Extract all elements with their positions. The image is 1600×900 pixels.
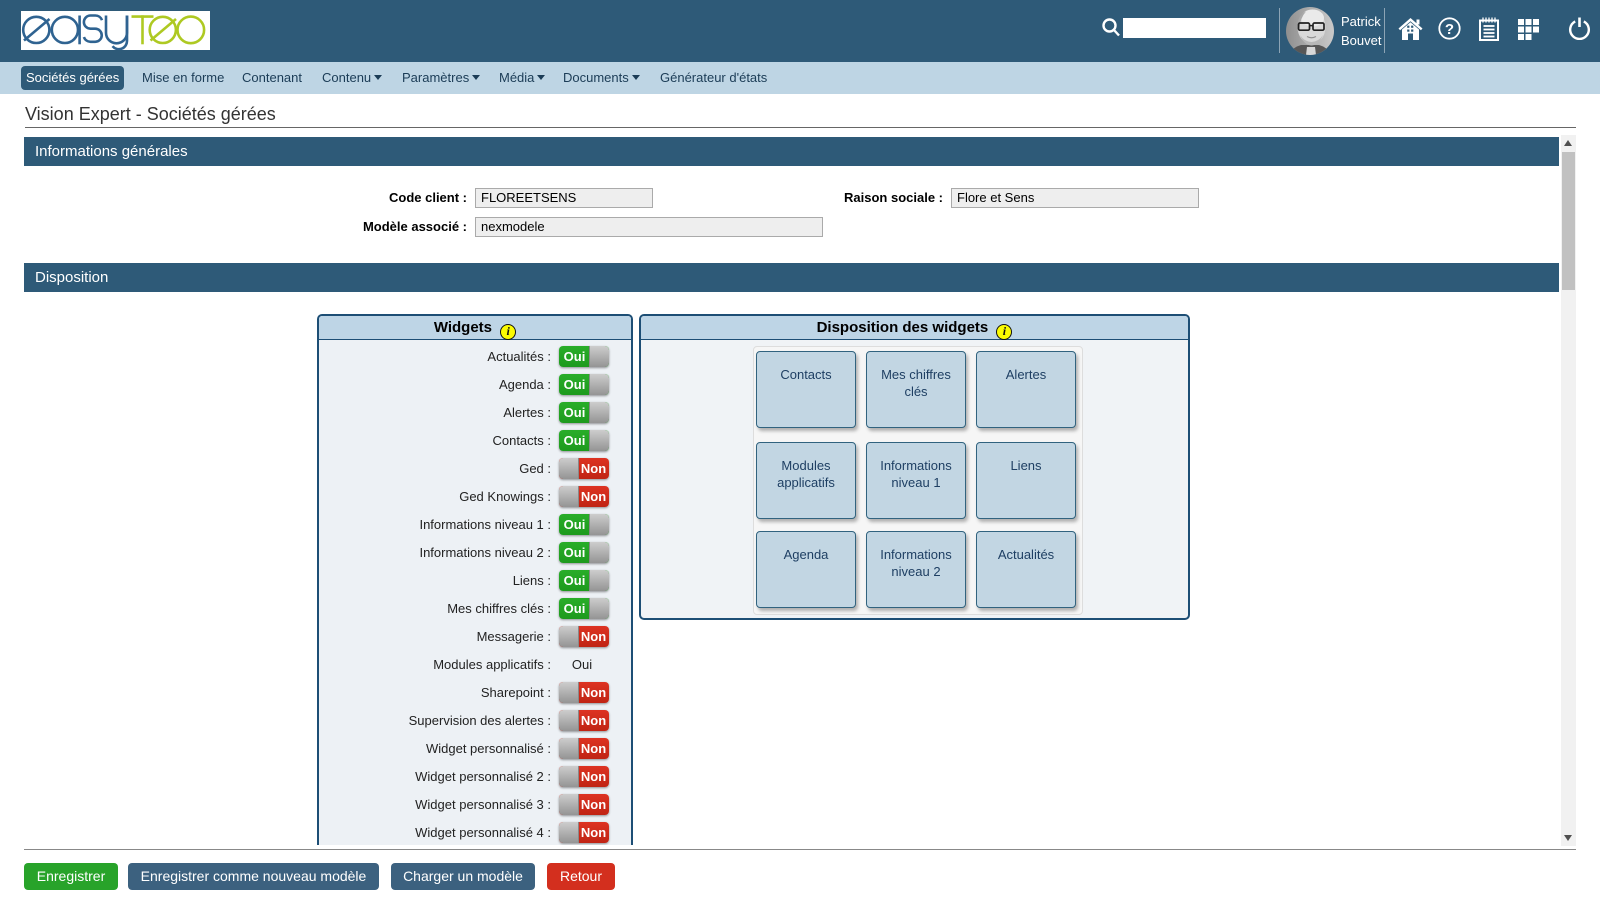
svg-text:?: ?	[1445, 21, 1454, 38]
